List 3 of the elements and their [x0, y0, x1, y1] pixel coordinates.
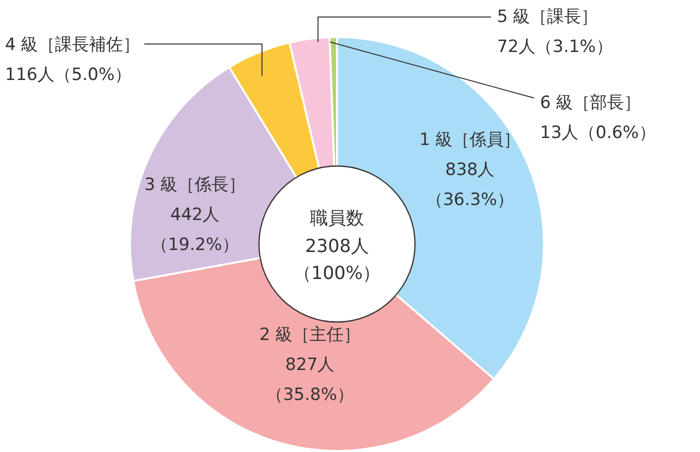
annotation: 2308人	[305, 236, 369, 257]
annotation: （100%）	[293, 263, 381, 284]
title: 職員数	[310, 208, 364, 229]
